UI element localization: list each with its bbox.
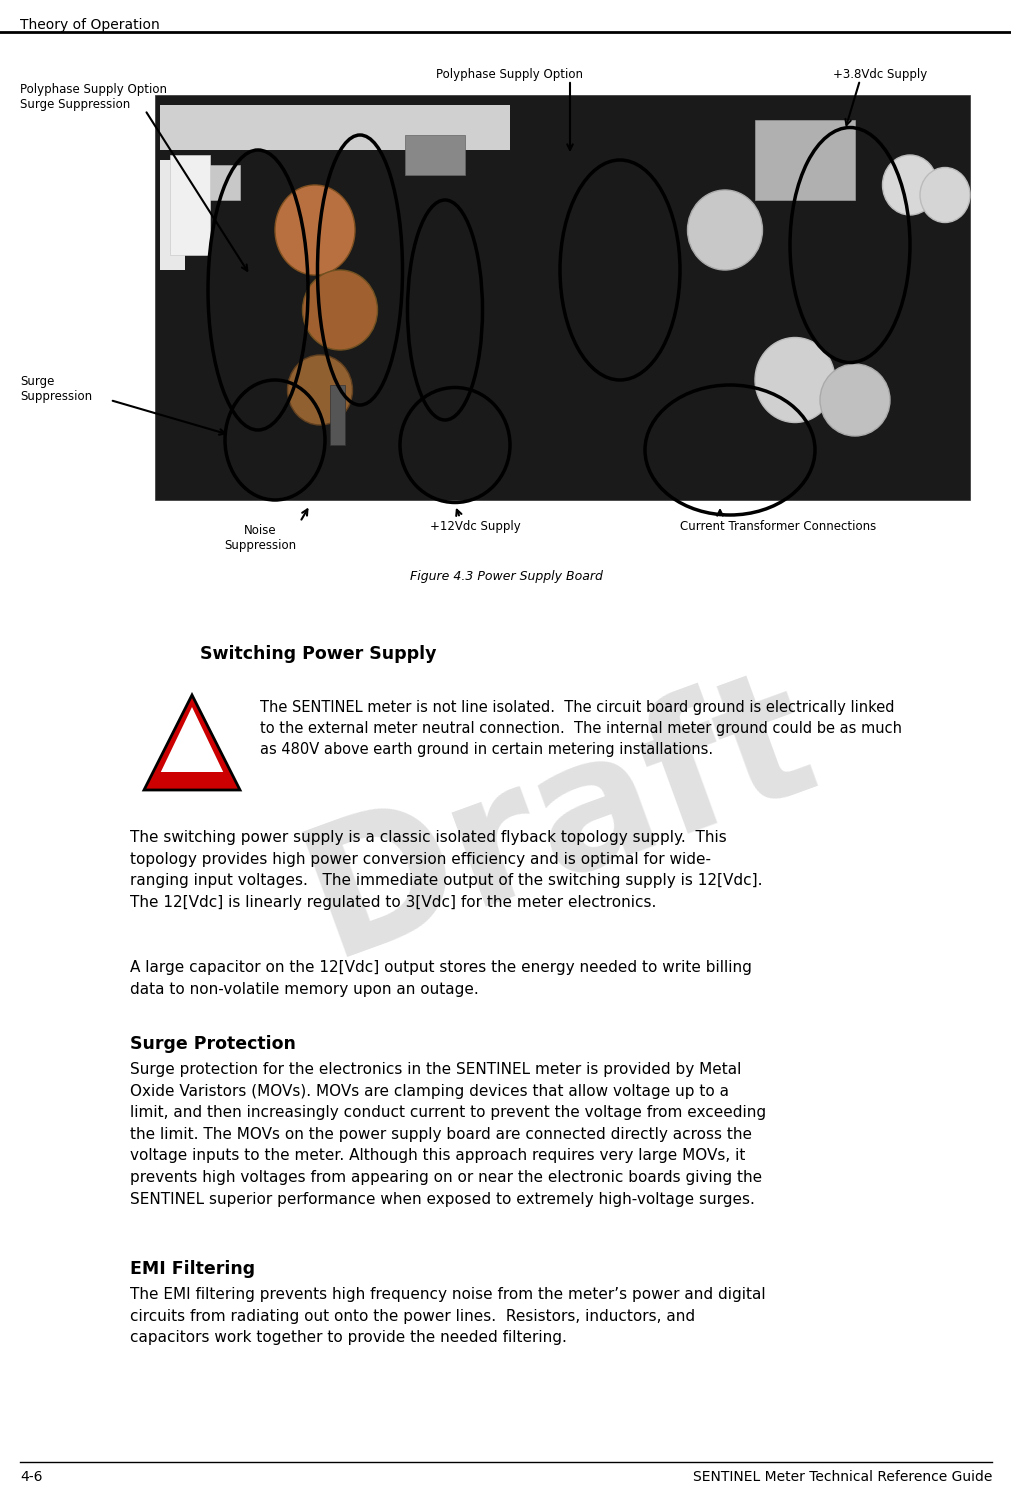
Ellipse shape xyxy=(919,167,969,222)
Polygon shape xyxy=(161,706,223,772)
Ellipse shape xyxy=(819,364,889,437)
Ellipse shape xyxy=(302,270,377,350)
Ellipse shape xyxy=(882,155,936,215)
Bar xyxy=(404,136,464,174)
Text: Current Transformer Connections: Current Transformer Connections xyxy=(679,520,876,533)
Text: Figure 4.3 Power Supply Board: Figure 4.3 Power Supply Board xyxy=(409,571,602,583)
Bar xyxy=(160,159,185,270)
Ellipse shape xyxy=(686,191,761,270)
Text: Switching Power Supply: Switching Power Supply xyxy=(200,645,436,663)
Bar xyxy=(754,121,854,200)
Text: Draft: Draft xyxy=(283,648,836,992)
Text: EMI Filtering: EMI Filtering xyxy=(129,1261,255,1278)
Bar xyxy=(185,165,240,200)
Text: +3.8Vdc Supply: +3.8Vdc Supply xyxy=(832,69,926,80)
Bar xyxy=(160,104,510,150)
Text: A large capacitor on the 12[Vdc] output stores the energy needed to write billin: A large capacitor on the 12[Vdc] output … xyxy=(129,960,751,997)
Bar xyxy=(170,155,210,255)
Text: Theory of Operation: Theory of Operation xyxy=(20,18,160,31)
Text: Surge Protection: Surge Protection xyxy=(129,1036,295,1053)
Bar xyxy=(155,95,969,501)
Text: +12Vdc Supply: +12Vdc Supply xyxy=(430,520,520,533)
Ellipse shape xyxy=(275,185,355,276)
Text: Polyphase Supply Option
Surge Suppression: Polyphase Supply Option Surge Suppressio… xyxy=(20,83,167,110)
Bar xyxy=(330,384,345,446)
Ellipse shape xyxy=(287,355,352,425)
Ellipse shape xyxy=(754,338,834,423)
Text: Surge
Suppression: Surge Suppression xyxy=(20,375,92,402)
Text: 4-6: 4-6 xyxy=(20,1471,42,1484)
Text: Noise
Suppression: Noise Suppression xyxy=(223,524,296,551)
Text: The switching power supply is a classic isolated flyback topology supply.  This
: The switching power supply is a classic … xyxy=(129,830,761,910)
Text: Polyphase Supply Option: Polyphase Supply Option xyxy=(436,69,583,80)
Text: The EMI filtering prevents high frequency noise from the meter’s power and digit: The EMI filtering prevents high frequenc… xyxy=(129,1287,765,1345)
Text: The SENTINEL meter is not line isolated.  The circuit board ground is electrical: The SENTINEL meter is not line isolated.… xyxy=(260,700,901,757)
Text: SENTINEL Meter Technical Reference Guide: SENTINEL Meter Technical Reference Guide xyxy=(692,1471,991,1484)
Text: Surge protection for the electronics in the SENTINEL meter is provided by Metal
: Surge protection for the electronics in … xyxy=(129,1062,765,1207)
Polygon shape xyxy=(144,694,240,790)
